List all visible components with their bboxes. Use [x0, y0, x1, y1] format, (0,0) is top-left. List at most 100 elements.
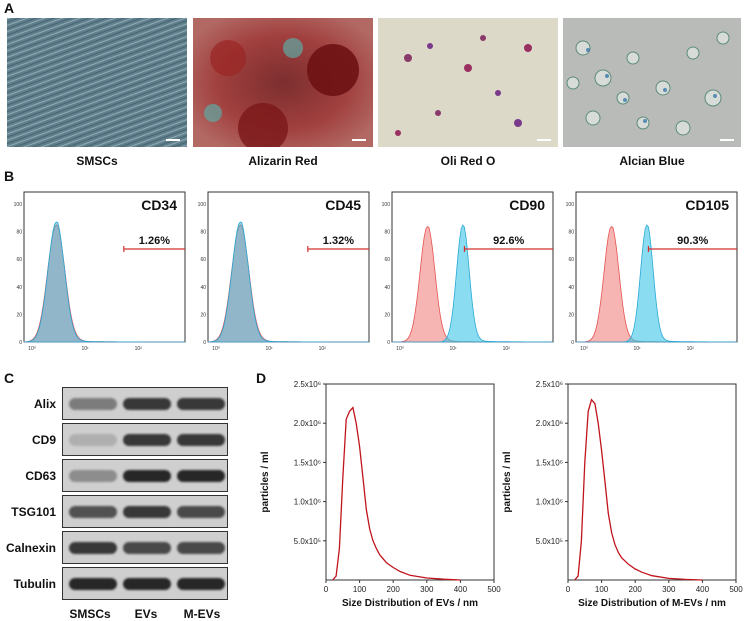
panel-label-a: A — [4, 0, 15, 16]
micrograph-alizarin-red — [193, 18, 373, 147]
x-tick-label: 0 — [566, 585, 571, 594]
caption-alizarin-red: Alizarin Red — [248, 154, 318, 168]
x-tick-label: 10¹ — [634, 346, 642, 352]
western-blot-panel: Alix CD9 CD63 TSG101 Calnexin Tubulin SMSCs EVs… — [0, 387, 240, 621]
micrograph-oil-red-o — [378, 18, 558, 147]
y-axis-label: particles / ml — [260, 451, 271, 512]
blot-band — [123, 434, 171, 446]
flow-histogram-cd90: 0 20 40 60 80 100 10⁰ 10¹ 10² CD90 92.6% — [382, 191, 554, 352]
y-tick-label: 100 — [566, 202, 575, 208]
x-tick-label: 10² — [687, 346, 695, 352]
sample-histogram — [207, 221, 369, 343]
plot-frame — [567, 383, 737, 581]
marker-title: CD34 — [141, 197, 177, 213]
blot-band — [69, 578, 117, 590]
blot-band — [69, 506, 117, 518]
y-tick-label: 2.0x10⁶ — [294, 419, 321, 428]
gate-percent: 1.32% — [323, 235, 354, 247]
y-tick-label: 0 — [19, 340, 22, 346]
blot-band — [123, 470, 171, 482]
size-distribution-line — [574, 398, 703, 581]
plot-frame — [325, 383, 495, 581]
x-tick-label: 100 — [353, 585, 367, 594]
nta-size-distribution-charts: 5.0x10⁵ 1.0x10⁶ 1.5x10⁶ 2.0x10⁶ 2.5x10⁶ 0 100 2… — [260, 380, 743, 609]
blot-strip — [62, 531, 228, 564]
x-tick-label: 100 — [595, 585, 609, 594]
y-tick-label: 0 — [571, 340, 574, 346]
blot-row-label: TSG101 — [11, 505, 56, 519]
x-tick-label: 10⁰ — [212, 346, 220, 352]
y-tick-label: 60 — [16, 257, 22, 263]
y-tick-label: 2.5x10⁶ — [536, 380, 563, 389]
caption-alcian-blue: Alcian Blue — [619, 154, 685, 168]
x-tick-label: 400 — [696, 585, 710, 594]
x-tick-label: 10² — [319, 346, 327, 352]
micrograph-alcian-blue — [563, 18, 741, 147]
marker-title: CD45 — [325, 197, 361, 213]
y-tick-label: 60 — [568, 257, 574, 263]
marker-title: CD90 — [509, 197, 545, 213]
sample-histogram — [23, 221, 185, 343]
y-tick-label: 40 — [200, 285, 206, 291]
x-tick-label: 200 — [629, 585, 643, 594]
x-tick-label: 10⁰ — [28, 346, 36, 352]
y-tick-label: 100 — [14, 202, 23, 208]
blot-band — [177, 434, 225, 446]
y-tick-label: 20 — [384, 312, 390, 318]
y-tick-label: 2.0x10⁶ — [536, 419, 563, 428]
caption-smscs: SMSCs — [76, 154, 118, 168]
y-tick-label: 5.0x10⁵ — [294, 537, 321, 546]
x-tick-label: 500 — [487, 585, 501, 594]
x-tick-label: 10¹ — [266, 346, 274, 352]
blot-row-label: Tubulin — [13, 577, 56, 591]
blot-strip — [62, 459, 228, 492]
blot-band — [69, 470, 117, 482]
x-tick-label: 10² — [135, 346, 143, 352]
blot-strip — [62, 387, 228, 420]
blot-row-label: Calnexin — [5, 541, 56, 555]
y-tick-label: 20 — [568, 312, 574, 318]
blot-column-label: M-EVs — [183, 607, 221, 621]
blot-column-label: EVs — [134, 607, 158, 621]
caption-oil-red-o: Oli Red O — [440, 154, 496, 168]
y-tick-label: 1.0x10⁶ — [294, 498, 321, 507]
blot-band — [123, 542, 171, 554]
y-tick-label: 20 — [16, 312, 22, 318]
panel-label-c: C — [4, 370, 15, 386]
y-axis-label: particles / ml — [502, 451, 513, 512]
y-tick-label: 60 — [200, 257, 206, 263]
x-tick-label: 500 — [729, 585, 743, 594]
x-tick-label: 10² — [503, 346, 511, 352]
y-tick-label: 0 — [203, 340, 206, 346]
blot-row-label: Alix — [33, 397, 56, 411]
y-tick-label: 1.5x10⁶ — [294, 458, 321, 467]
nta-chart: 5.0x10⁵ 1.0x10⁶ 1.5x10⁶ 2.0x10⁶ 2.5x10⁶ 0 100 2… — [502, 380, 743, 609]
blot-band — [69, 398, 117, 410]
blot-strip — [62, 423, 228, 456]
gate-percent: 92.6% — [493, 235, 524, 247]
blot-band — [177, 398, 225, 410]
y-tick-label: 40 — [16, 285, 22, 291]
gate-percent: 1.26% — [139, 235, 170, 247]
x-tick-label: 10¹ — [450, 346, 458, 352]
blot-band — [177, 506, 225, 518]
blot-band — [69, 542, 117, 554]
blot-band — [123, 578, 171, 590]
x-tick-label: 10⁰ — [396, 346, 404, 352]
flow-histogram-cd45: 0 20 40 60 80 100 10⁰ 10¹ 10² CD45 1.32% — [198, 191, 370, 352]
flow-histogram-cd105: 0 20 40 60 80 100 10⁰ 10¹ 10² CD105 90.3% — [566, 191, 738, 352]
blot-band — [177, 542, 225, 554]
x-tick-label: 400 — [454, 585, 468, 594]
sample-histogram — [392, 224, 553, 343]
blot-band — [123, 506, 171, 518]
blot-strip — [62, 567, 228, 600]
y-tick-label: 80 — [384, 230, 390, 236]
panel-label-d: D — [256, 370, 267, 386]
y-tick-label: 40 — [384, 285, 390, 291]
x-axis-label: Size Distribution of EVs / nm — [342, 598, 478, 609]
sample-histogram — [576, 224, 737, 343]
x-tick-label: 10¹ — [82, 346, 90, 352]
y-tick-label: 100 — [382, 202, 391, 208]
y-tick-label: 2.5x10⁶ — [294, 380, 321, 389]
x-axis-label: Size Distribution of M-EVs / nm — [578, 598, 726, 609]
